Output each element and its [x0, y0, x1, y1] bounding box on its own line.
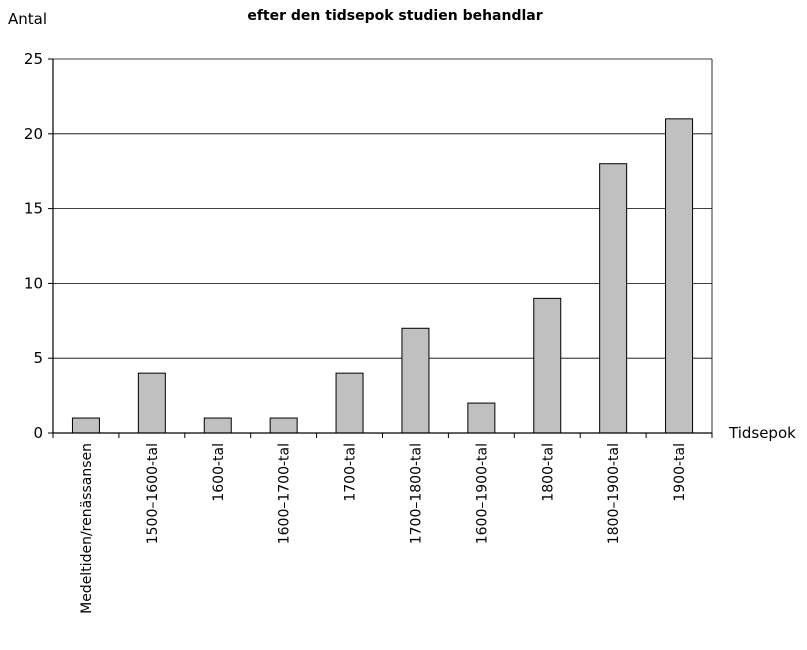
- bar: [269, 417, 298, 434]
- bar: [71, 417, 100, 434]
- y-axis-label: Antal: [8, 10, 47, 28]
- x-tick-label: 1700-tal: [343, 443, 359, 502]
- x-tick-label: 1600–1900-tal: [474, 443, 490, 544]
- y-tick-label: 15: [24, 200, 43, 218]
- bar: [203, 417, 232, 434]
- x-axis-label: Tidsepok: [728, 424, 796, 442]
- bar: [137, 372, 166, 434]
- bar: [599, 163, 628, 434]
- x-tick-label: 1600–1700-tal: [277, 443, 293, 544]
- x-tick-labels: Medeltiden/renässansen 1500–1600-tal 1600-…: [79, 443, 688, 614]
- x-tick-label: 1500–1600-tal: [145, 443, 161, 544]
- y-tick-label: 10: [24, 274, 43, 292]
- x-tick-label: 1700–1800-tal: [408, 443, 424, 544]
- y-tick-labels: 0 5 10 15 20 25: [24, 50, 43, 442]
- bar: [467, 402, 496, 434]
- y-tick-label: 0: [33, 424, 43, 442]
- x-tick-label: 1800-tal: [540, 443, 556, 502]
- bar: [665, 118, 694, 434]
- axes: [48, 58, 713, 438]
- x-tick-label: Medeltiden/renässansen: [79, 443, 95, 614]
- y-tick-label: 5: [33, 349, 43, 367]
- y-tick-label: 20: [24, 125, 43, 143]
- x-tick-label: 1900-tal: [672, 443, 688, 502]
- x-tick-label: 1600-tal: [211, 443, 227, 502]
- bar: [335, 372, 364, 434]
- y-tick-label: 25: [24, 50, 43, 68]
- x-tick-label: 1800–1900-tal: [606, 443, 622, 544]
- bar: [533, 297, 562, 434]
- bars: [71, 118, 694, 434]
- chart-title: efter den tidsepok studien behandlar: [247, 8, 542, 24]
- bar: [401, 327, 430, 434]
